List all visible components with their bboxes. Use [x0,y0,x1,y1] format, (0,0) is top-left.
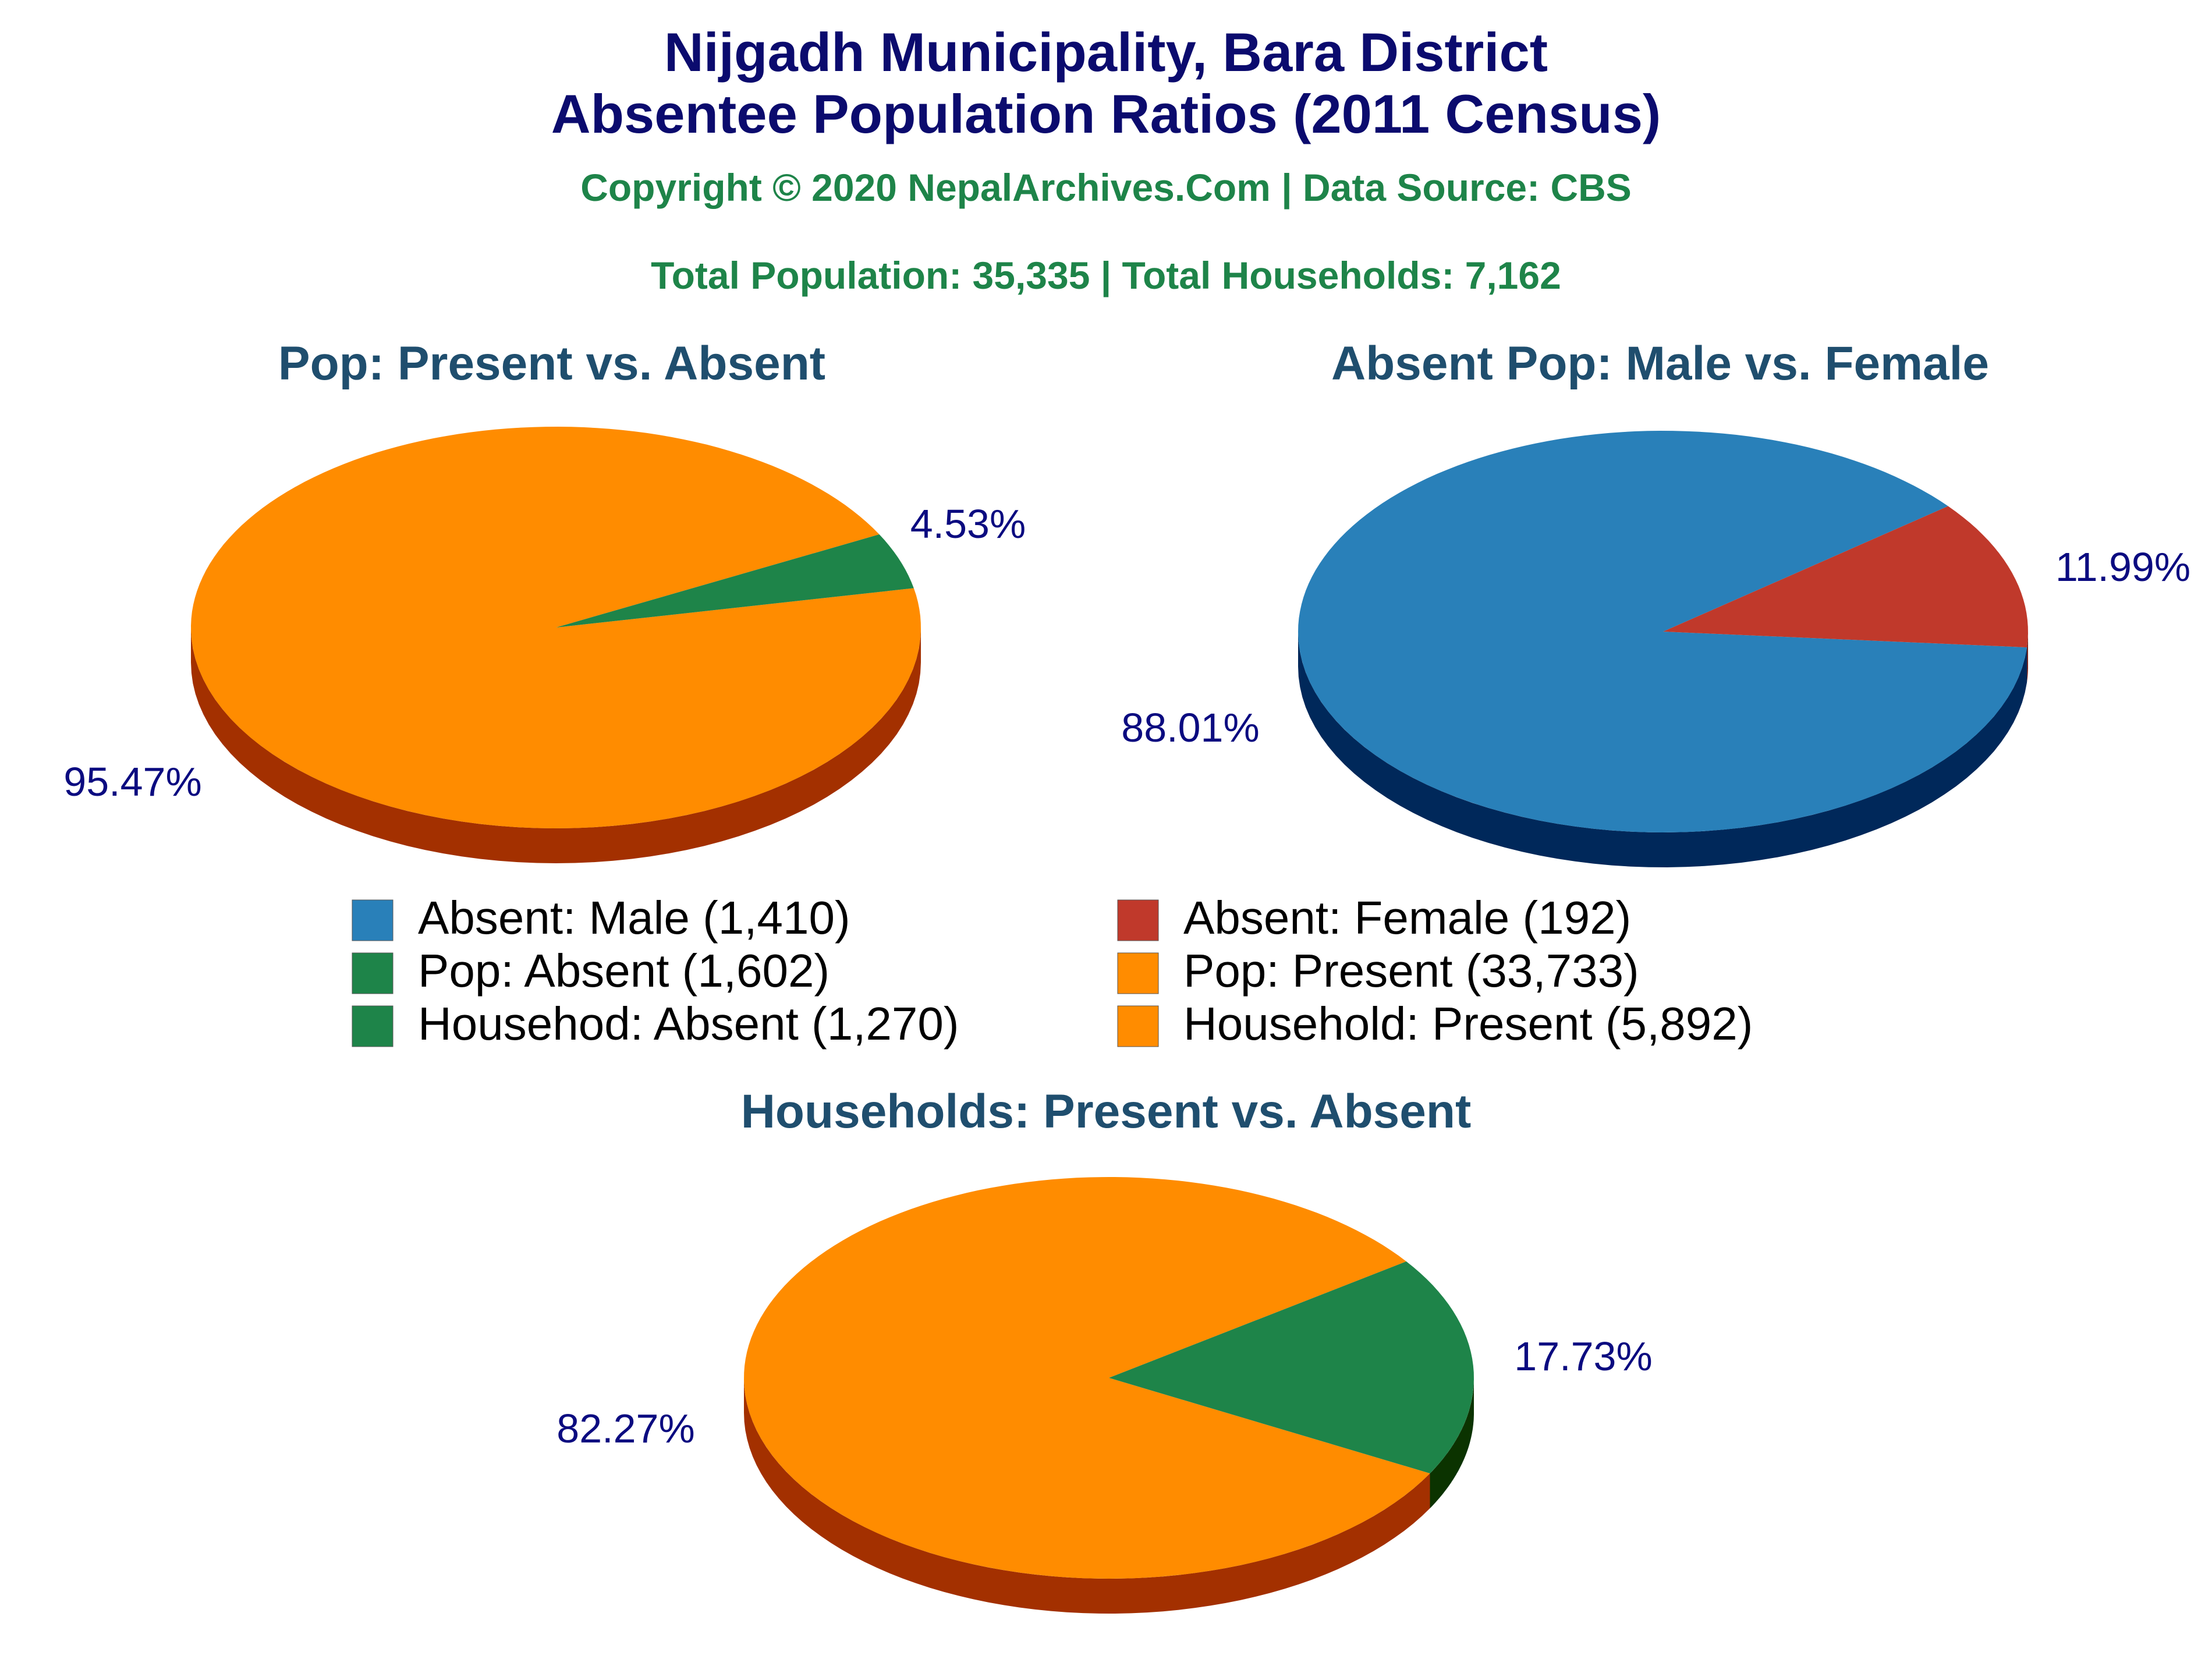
legend-swatch-2 [1117,899,1159,941]
legend-swatch-1 [352,899,394,941]
pie-slice-1 [744,1177,1430,1579]
pie-pct-label-1: 82.27% [556,1406,694,1451]
pie-pct-label-1: 88.01% [1121,705,1259,750]
pie-pct-label-2: 4.53% [910,501,1026,547]
legend-swatch-3 [352,952,394,994]
legend-swatch-5 [352,1005,394,1047]
pie-pop-present-absent: 95.47% 4.53% [63,427,1026,863]
legend-label-6: Household: Present (5,892) [1183,998,1753,1050]
pie-slice-side-1 [1298,632,2027,867]
legend-label-4: Pop: Present (33,733) [1183,945,1639,997]
pie-slice-2 [1663,506,2028,648]
legend: Absent: Male (1,410) Absent: Female (192)… [352,892,1753,1050]
legend-label-5: Househod: Absent (1,270) [418,998,959,1050]
legend-swatch-4 [1117,952,1159,994]
pie-pct-label-2: 11.99% [2055,544,2190,590]
legend-label-3: Pop: Absent (1,602) [418,945,830,997]
pie-slice-side-1 [744,1378,1430,1614]
legend-swatch-6 [1117,1005,1159,1047]
pie-slice-2 [1109,1261,1474,1474]
pie-3-title: Households: Present vs. Absent [741,1085,1472,1138]
pie-pct-label-1: 95.47% [63,759,201,804]
chart-title-line1: Nijgadh Municipality, Bara District [664,22,1548,83]
totals-subtitle: Total Population: 35,335 | Total Househo… [651,254,1561,298]
pie-slice-2 [556,534,914,628]
pie-2-title: Absent Pop: Male vs. Female [1331,337,1989,390]
legend-label-1: Absent: Male (1,410) [418,892,850,944]
pie-1-title: Pop: Present vs. Absent [278,337,825,390]
pie-households-present-absent: 82.27% 17.73% [556,1177,1653,1614]
pie-absent-male-female: 88.01% 11.99% [1121,431,2190,867]
pie-slice-side-2 [1430,1378,1474,1509]
pie-slice-side-2 [2027,632,2028,683]
pie-slice-side-1 [191,628,921,863]
chart-title-line2: Absentee Population Ratios (2011 Census) [551,83,1661,144]
legend-label-2: Absent: Female (192) [1183,892,1631,944]
pie-slice-1 [1298,431,2027,832]
pie-pct-label-2: 17.73% [1514,1334,1652,1379]
copyright-subtitle: Copyright © 2020 NepalArchives.Com | Dat… [580,166,1632,210]
